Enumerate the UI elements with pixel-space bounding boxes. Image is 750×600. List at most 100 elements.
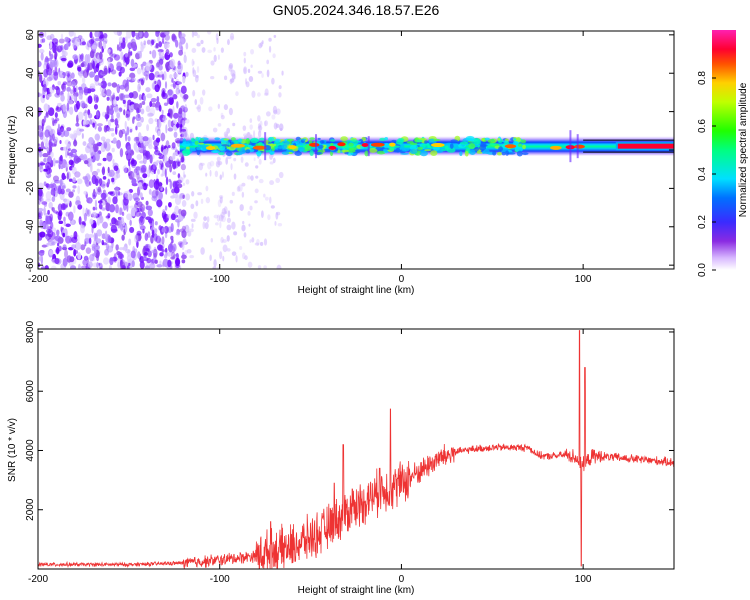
noise-blob <box>46 242 49 248</box>
noise-blob <box>43 206 46 216</box>
noise-blob <box>153 139 160 147</box>
noise-blob <box>94 133 101 141</box>
noise-blob <box>136 146 142 151</box>
noise-blob <box>258 178 264 184</box>
hot-spot <box>309 142 320 147</box>
band-blob <box>481 138 485 142</box>
noise-blob <box>136 121 142 128</box>
noise-blob <box>223 206 228 214</box>
noise-blob <box>64 249 69 259</box>
noise-blob <box>210 60 215 66</box>
noise-blob <box>183 51 186 57</box>
band-blob <box>417 146 424 151</box>
noise-blob <box>216 214 221 222</box>
noise-blob <box>178 49 184 56</box>
noise-blob <box>124 120 127 130</box>
noise-blob <box>168 201 172 208</box>
noise-blob <box>136 239 139 249</box>
noise-blob <box>176 122 179 129</box>
noise-blob <box>257 115 261 122</box>
noise-blob <box>181 128 187 132</box>
noise-blob <box>123 109 126 116</box>
band-blob <box>330 142 334 147</box>
noise-blob <box>66 143 71 150</box>
noise-blob <box>154 228 158 234</box>
noise-blob <box>62 110 68 119</box>
noise-blob <box>268 45 272 53</box>
noise-blob <box>273 122 278 130</box>
noise-blob <box>73 205 76 214</box>
noise-blob <box>98 200 103 204</box>
noise-blob <box>65 149 68 159</box>
noise-blob <box>131 91 139 99</box>
noise-blob <box>97 126 102 132</box>
noise-blob <box>226 235 230 242</box>
noise-blob <box>68 178 73 182</box>
noise-blob <box>68 191 74 198</box>
noise-blob <box>156 119 162 129</box>
noise-blob <box>158 152 163 156</box>
noise-blob <box>118 36 124 44</box>
noise-blob <box>231 191 235 197</box>
noise-blob <box>103 257 110 265</box>
band-blob <box>469 149 476 155</box>
noise-blob <box>140 41 143 47</box>
noise-blob <box>142 145 146 154</box>
noise-blob <box>158 160 163 164</box>
noise-blob <box>79 128 85 132</box>
noise-blob <box>167 243 174 253</box>
band-blob <box>397 137 405 143</box>
noise-blob <box>140 142 144 149</box>
noise-blob <box>109 51 114 58</box>
noise-blob <box>50 188 56 196</box>
spectrogram-y-tick-label: 60 <box>25 29 36 41</box>
noise-blob <box>156 199 163 208</box>
noise-blob <box>155 31 160 38</box>
noise-blob <box>150 249 157 254</box>
spectrogram-y-tick-label: -40 <box>25 219 36 234</box>
noise-blob <box>77 35 83 40</box>
noise-blob <box>98 40 103 49</box>
noise-blob <box>88 136 94 144</box>
noise-blob <box>177 64 182 70</box>
spectrogram-y-tick-label: -20 <box>25 181 36 196</box>
noise-blob <box>54 51 58 58</box>
noise-blob <box>48 249 54 256</box>
noise-blob <box>182 104 185 111</box>
noise-blob <box>129 67 136 72</box>
noise-blob <box>139 212 142 217</box>
noise-blob <box>137 83 141 93</box>
band-blob <box>317 137 321 140</box>
noise-blob <box>46 165 50 175</box>
noise-blob <box>230 163 233 171</box>
band-blob <box>226 141 230 145</box>
noise-blob <box>261 40 264 45</box>
noise-blob <box>183 54 187 64</box>
hot-spot <box>550 145 562 150</box>
noise-blob <box>195 106 201 110</box>
noise-blob <box>45 215 49 225</box>
noise-blob <box>73 139 78 147</box>
noise-blob <box>169 156 176 161</box>
noise-blob <box>168 96 174 106</box>
noise-blob <box>177 173 181 179</box>
band-blob <box>319 140 325 144</box>
noise-blob <box>91 225 94 234</box>
snr-y-tick-label: 2000 <box>25 498 36 521</box>
noise-blob <box>253 157 256 162</box>
noise-blob <box>266 59 270 65</box>
noise-blob <box>184 249 188 256</box>
band-blob <box>337 149 341 154</box>
noise-blob <box>160 173 164 177</box>
noise-blob <box>254 242 260 246</box>
noise-blob <box>261 73 264 78</box>
hot-spot <box>574 144 585 149</box>
band-blob <box>269 150 275 155</box>
noise-blob <box>148 179 155 188</box>
noise-blob <box>278 85 282 90</box>
noise-blob <box>81 76 86 84</box>
noise-blob <box>174 205 180 215</box>
hot-spot <box>361 142 369 147</box>
noise-blob <box>80 265 88 269</box>
noise-blob <box>221 207 227 215</box>
